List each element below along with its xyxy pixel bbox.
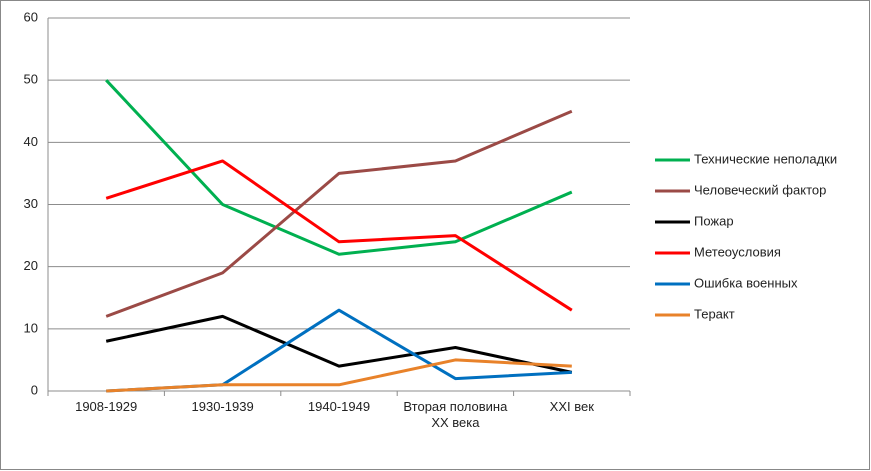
legend-label: Технические неполадки [694,151,837,166]
x-tick-label: 1908-1929 [75,399,138,414]
series-line [106,358,572,393]
series-line [105,79,573,256]
series-line [105,109,573,318]
x-tick-label: 1940-1949 [307,399,371,414]
y-tick-label: 60 [24,9,38,24]
y-tick-label: 10 [24,320,38,335]
y-tick-label: 20 [24,258,38,273]
series-line [106,308,572,393]
series-line [105,159,573,312]
y-tick-label: 40 [24,134,38,149]
legend-label: Пожар [694,213,734,228]
y-tick-label: 0 [31,382,38,397]
legend-label: Человеческий фактор [694,182,826,197]
series-line [105,314,573,374]
y-tick-label: 30 [24,196,38,211]
y-tick-label: 50 [24,72,38,87]
x-tick-label: XXI век [549,399,594,414]
legend-label: Метеоусловия [694,244,781,259]
x-tick-label: 1930-1939 [191,399,254,414]
legend-label: Ошибка военных [694,275,798,290]
x-tick-label: Вторая половина XX века [403,399,508,430]
legend-label: Теракт [694,306,735,321]
